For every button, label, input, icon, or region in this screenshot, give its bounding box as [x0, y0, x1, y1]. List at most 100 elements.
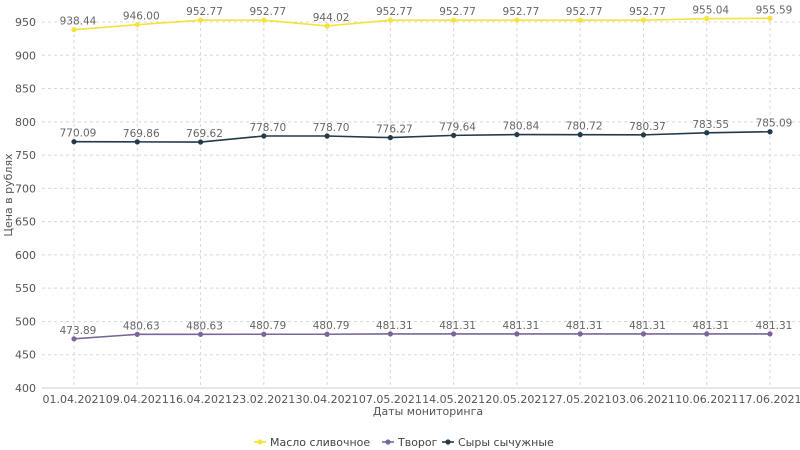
data-label: 785.09 — [756, 118, 793, 130]
data-label: 780.37 — [629, 121, 666, 133]
x-tick-label: 07.05.2021 — [359, 393, 422, 406]
legend-item-0[interactable]: Масло сливочное — [254, 436, 370, 449]
data-point[interactable] — [514, 131, 520, 138]
data-point[interactable] — [134, 331, 140, 337]
data-point[interactable] — [324, 23, 330, 29]
data-point[interactable] — [134, 22, 140, 28]
data-label: 780.72 — [566, 121, 603, 133]
axes: 400 450 500 550 600 650 700 750 800 850 900 950 01.0… — [15, 16, 800, 406]
data-label: 952.77 — [566, 6, 603, 18]
y-tick-label: 600 — [15, 249, 36, 262]
data-label: 952.77 — [503, 6, 540, 18]
series-1 — [71, 331, 773, 342]
x-tick-label: 16.04.2021 — [169, 393, 232, 406]
y-axis-title: Цена в рублях — [2, 153, 15, 237]
data-label: 946.00 — [123, 11, 160, 23]
data-point[interactable] — [324, 331, 330, 337]
data-label: 769.62 — [186, 128, 223, 140]
legend[interactable]: Масло сливочное Творог Сыры сычужные — [254, 436, 554, 449]
data-label: 778.70 — [249, 122, 286, 134]
data-point[interactable] — [767, 15, 773, 21]
series-group — [71, 15, 773, 342]
x-tick-label: 14.05.2021 — [422, 393, 485, 406]
data-point[interactable] — [767, 129, 773, 135]
x-tick-label: 30.04.2021 — [296, 393, 359, 406]
data-label: 952.77 — [629, 6, 666, 18]
x-tick-label: 27.05.2021 — [549, 393, 612, 406]
data-label: 952.77 — [186, 6, 223, 18]
x-tick-label: 17.06.2021 — [739, 393, 800, 406]
data-point[interactable] — [261, 133, 267, 139]
data-point[interactable] — [197, 17, 204, 23]
data-label: 473.89 — [60, 325, 97, 337]
legend-label: Сыры сычужные — [458, 436, 554, 449]
data-point[interactable] — [197, 139, 204, 145]
legend-swatch-dot — [385, 439, 391, 445]
data-point[interactable] — [261, 331, 267, 337]
data-label: 481.31 — [756, 320, 793, 332]
y-tick-label: 900 — [15, 49, 36, 62]
data-point[interactable] — [640, 331, 647, 337]
data-label: 952.77 — [439, 6, 476, 18]
data-label: 480.79 — [313, 320, 350, 332]
y-tick-label: 850 — [15, 83, 36, 96]
data-label: 770.09 — [60, 128, 97, 140]
data-label: 938.44 — [60, 16, 97, 28]
data-label: 955.59 — [756, 4, 793, 16]
data-point[interactable] — [134, 139, 140, 145]
y-tick-label: 650 — [15, 216, 36, 229]
data-point[interactable] — [640, 132, 647, 138]
x-tick-label: 20.05.2021 — [485, 393, 548, 406]
data-point[interactable] — [71, 139, 77, 145]
data-label: 481.31 — [692, 320, 729, 332]
data-label: 778.70 — [313, 122, 350, 134]
x-tick-label: 01.04.2021 — [43, 393, 106, 406]
y-tick-label: 950 — [15, 16, 36, 29]
data-label: 769.86 — [123, 128, 160, 140]
data-label: 780.84 — [503, 121, 540, 133]
x-tick-label: 09.04.2021 — [106, 393, 169, 406]
data-point[interactable] — [71, 336, 77, 342]
data-label: 481.31 — [376, 320, 413, 332]
x-axis-title: Даты мониторинга — [373, 405, 483, 418]
series-line — [73, 333, 770, 340]
series-2 — [71, 129, 773, 145]
data-label: 481.31 — [439, 320, 476, 332]
data-label: 481.31 — [503, 320, 540, 332]
data-point[interactable] — [577, 331, 583, 337]
data-label: 481.31 — [629, 320, 666, 332]
data-point[interactable] — [577, 17, 583, 23]
data-point[interactable] — [71, 27, 77, 33]
legend-swatch-dot — [257, 439, 263, 445]
data-point[interactable] — [514, 331, 520, 337]
data-label: 952.77 — [249, 6, 286, 18]
data-point[interactable] — [767, 331, 773, 337]
y-tick-label: 800 — [15, 116, 36, 129]
legend-swatch-dot — [445, 439, 451, 445]
data-label: 481.31 — [566, 320, 603, 332]
data-point[interactable] — [451, 132, 457, 138]
data-label: 776.27 — [376, 124, 413, 136]
data-point[interactable] — [197, 331, 204, 337]
data-point[interactable] — [387, 135, 393, 141]
legend-item-2[interactable]: Сыры сычужные — [442, 436, 554, 449]
data-point[interactable] — [324, 133, 330, 139]
data-point[interactable] — [387, 17, 393, 23]
data-point[interactable] — [261, 17, 267, 23]
series-line — [73, 17, 771, 31]
data-label: 944.02 — [313, 12, 350, 24]
data-point[interactable] — [387, 331, 393, 337]
data-point[interactable] — [640, 17, 647, 23]
data-point[interactable] — [514, 17, 520, 23]
data-label: 779.64 — [439, 121, 476, 133]
data-label: 480.63 — [186, 320, 223, 332]
y-tick-label: 700 — [15, 182, 36, 195]
data-labels: 938.44 946.00 952.77 952.77 944.02 952.77 952.… — [60, 4, 793, 337]
legend-item-1[interactable]: Творог — [382, 436, 438, 449]
data-point[interactable] — [704, 130, 710, 136]
data-point[interactable] — [577, 132, 583, 138]
data-point[interactable] — [451, 17, 457, 23]
data-point[interactable] — [704, 16, 710, 22]
data-point[interactable] — [704, 331, 710, 337]
data-point[interactable] — [451, 331, 457, 337]
